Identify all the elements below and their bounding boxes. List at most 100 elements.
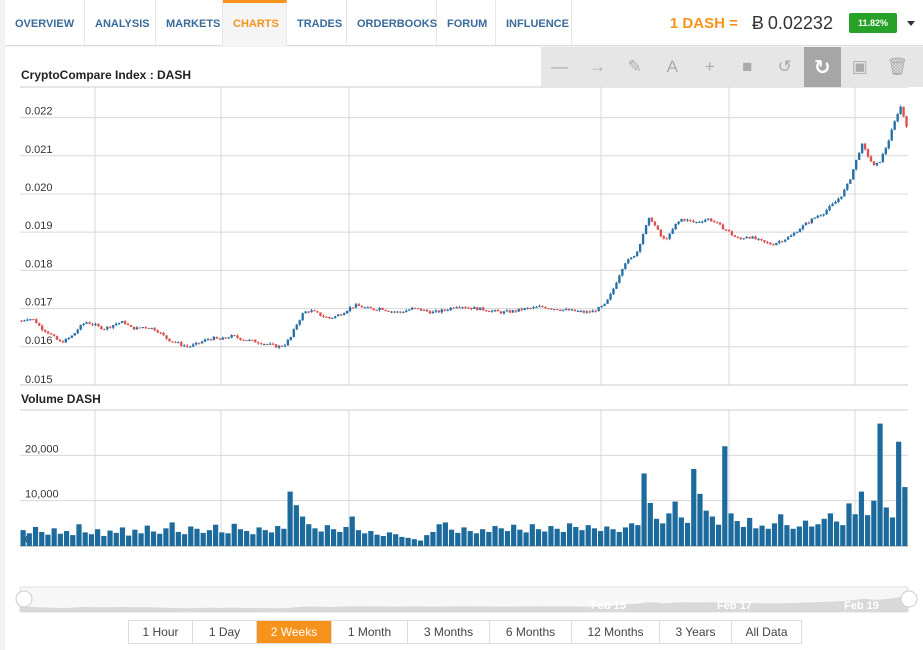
price-candle (342, 313, 346, 316)
price-candle (656, 225, 660, 230)
price-candle (588, 311, 591, 313)
chart-canvas: 0.022 0.021 0.020 0.019 0.018 0.017 0.016 0.015… (15, 68, 918, 613)
volume-bar (231, 523, 237, 546)
price-candle (58, 339, 62, 342)
price-candle (659, 229, 663, 237)
pencil-icon[interactable]: ✎ (627, 57, 642, 76)
tab-markets[interactable]: MARKETS (156, 0, 223, 46)
tab-overview[interactable]: OVERVIEW (5, 0, 85, 46)
range-button-3-months[interactable]: 3 Months (408, 621, 490, 643)
price-candle (561, 309, 565, 311)
price-candle (257, 342, 260, 344)
price-candle (109, 326, 112, 328)
price-candle (606, 299, 609, 304)
price-candle (254, 339, 257, 343)
range-button-all-data[interactable]: All Data (745, 625, 788, 639)
price-candle (464, 307, 467, 309)
price-candle (455, 307, 458, 309)
volume-bar (833, 521, 840, 546)
volume-bar (486, 531, 492, 546)
price-candle (840, 196, 843, 199)
minus-icon[interactable]: — (551, 57, 569, 76)
range-button-2-weeks[interactable]: 2 Weeks (257, 621, 332, 643)
range-button-1-hour[interactable]: 1 Hour (129, 621, 193, 643)
price-candle (375, 310, 378, 312)
price-candle (487, 311, 491, 313)
price-candle (408, 309, 411, 311)
plus-icon[interactable]: + (704, 57, 715, 76)
price-candle (100, 326, 103, 330)
price-candle (585, 311, 589, 313)
price-candle (64, 338, 68, 343)
volume-bar (684, 522, 691, 546)
price-candle (260, 343, 263, 345)
tab-forum[interactable]: FORUM (437, 0, 496, 46)
volume-bar (896, 441, 902, 546)
volume-bar (157, 533, 163, 546)
price-candle (227, 337, 230, 339)
arrow-right-icon[interactable]: → (588, 57, 606, 76)
text-icon[interactable]: A (666, 57, 678, 76)
price-candle (126, 323, 130, 325)
price-candle (834, 202, 837, 204)
volume-bar (827, 513, 833, 546)
price-candle (905, 116, 908, 127)
price-candle (242, 339, 245, 341)
price-candle (769, 242, 772, 245)
range-button-12-months[interactable]: 12 Months (572, 621, 660, 643)
volume-bar (554, 528, 560, 546)
volume-bar (473, 533, 480, 546)
trash-icon[interactable]: 🗑 (886, 57, 909, 76)
price-candle (724, 229, 728, 231)
price-candle (177, 342, 180, 344)
volume-bar (517, 529, 523, 546)
tab-orderbooks[interactable]: ORDERBOOKS (347, 0, 437, 46)
price-candle (638, 243, 642, 252)
price-candle (97, 324, 100, 327)
tab-influence[interactable]: INFLUENCE (496, 0, 572, 46)
price-candle (709, 218, 713, 222)
volume-bar (504, 531, 511, 546)
price-candle (600, 305, 603, 308)
price-candle (766, 241, 769, 243)
undo-icon[interactable]: ↺ (777, 57, 792, 76)
range-button-6-months[interactable]: 6 Months (490, 621, 572, 643)
volume-bar (666, 513, 672, 546)
volume-bar (76, 524, 82, 546)
navigator-date-label: Feb 15 (591, 600, 626, 612)
price-candle (416, 308, 420, 310)
price-candle (437, 310, 441, 313)
chevron-down-icon[interactable] (907, 20, 915, 26)
price-candle (310, 310, 313, 313)
nav-tabs: OVERVIEW ANALYSIS MARKETS CHARTS TRADES ORDER… (5, 0, 572, 46)
tab-analysis[interactable]: ANALYSIS (85, 0, 156, 46)
price-candle (248, 339, 251, 341)
price-candle (295, 324, 298, 330)
range-button-3-years[interactable]: 3 Years (660, 621, 732, 643)
price-candle (115, 323, 118, 326)
navigator-date-label: Feb 19 (844, 600, 879, 612)
volume-bar (107, 530, 113, 546)
volume-bar (411, 539, 417, 546)
price-candle (828, 206, 831, 211)
square-icon[interactable]: ■ (742, 57, 753, 76)
refresh-icon[interactable]: ↻ (803, 47, 841, 87)
navigator-right-handle (900, 590, 918, 608)
range-button-1-month[interactable]: 1 Month (332, 621, 408, 643)
price-candle (508, 310, 512, 313)
volume-bar (821, 518, 827, 546)
volume-bar (417, 540, 424, 546)
price-candle (23, 320, 26, 322)
tab-trades[interactable]: TRADES (287, 0, 347, 46)
price-candle (781, 241, 784, 243)
save-icon[interactable]: ▣ (851, 57, 868, 76)
tab-charts[interactable]: CHARTS (223, 0, 287, 46)
price-candle (692, 220, 695, 223)
volume-bar (299, 516, 306, 546)
price-candle (369, 307, 372, 309)
range-button-1-day[interactable]: 1 Day (193, 621, 257, 643)
price-display: 1 DASH = Ƀ 0.02232 11.82% (670, 0, 923, 46)
volume-bar (45, 534, 51, 546)
price-candle (621, 268, 624, 276)
price-candle (117, 322, 121, 324)
